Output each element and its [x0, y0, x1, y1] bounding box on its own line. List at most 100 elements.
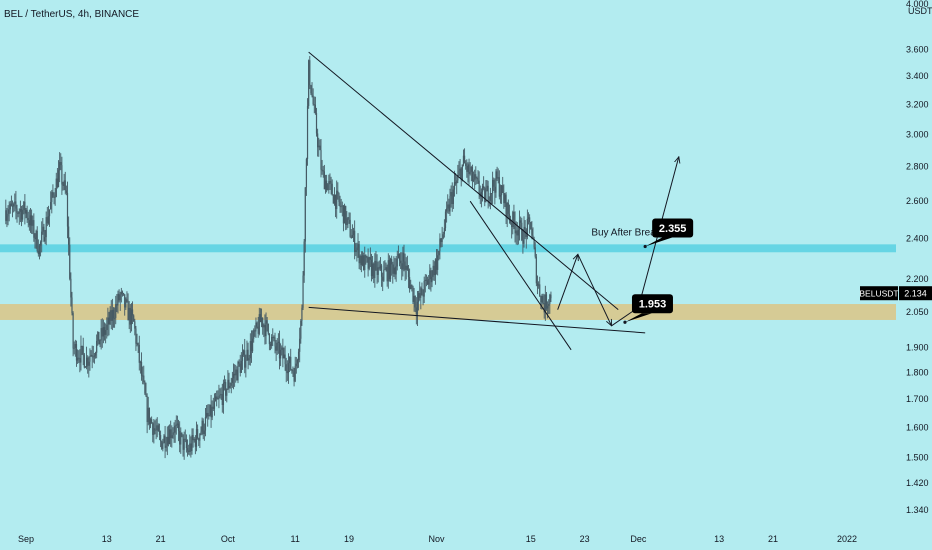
candle-body: [310, 85, 312, 94]
candle-body: [304, 187, 306, 242]
price-callout-anchor: [643, 244, 647, 249]
candle-body: [19, 209, 21, 212]
candle-body: [496, 171, 498, 179]
candle-body: [417, 293, 420, 302]
candle-body: [217, 398, 219, 400]
candle-body: [346, 218, 348, 225]
candle-body: [220, 393, 222, 395]
candle-body: [550, 294, 552, 299]
candle-body: [324, 180, 327, 190]
candle-body: [393, 267, 395, 274]
candle-body: [516, 230, 518, 236]
candle-body: [18, 211, 20, 214]
candle-body: [87, 357, 89, 366]
candle-body: [15, 201, 17, 209]
price-callout-pointer: [624, 313, 652, 323]
candle-body: [48, 209, 51, 217]
candle-body: [145, 393, 147, 397]
candle-body: [465, 163, 467, 166]
price-axis[interactable]: USDT 4.000 3.600 3.400 3.200 3.000 2.800 2.600…: [896, 0, 932, 528]
candle-body: [125, 299, 127, 308]
candle-body: [468, 164, 470, 174]
candle-body: [357, 244, 359, 248]
candle-body: [60, 162, 62, 166]
candle-body: [45, 217, 47, 238]
candle-body: [24, 201, 26, 214]
candle-body: [333, 194, 336, 204]
candle-body: [126, 299, 128, 301]
candle-body: [332, 195, 334, 204]
candle-body: [73, 347, 75, 349]
candle-body: [156, 425, 158, 431]
candle-body: [214, 396, 217, 402]
candle-body: [272, 336, 274, 339]
candle-body: [478, 180, 480, 194]
candle-body: [454, 182, 457, 184]
candle-body: [437, 255, 439, 270]
candle-body: [354, 230, 356, 252]
time-tick-label: 11: [291, 534, 300, 544]
candle-body: [448, 204, 450, 212]
candle-body: [97, 331, 99, 341]
candle-body: [99, 340, 101, 345]
candle-body: [54, 196, 56, 198]
candle-body: [457, 175, 459, 181]
candle-body: [218, 396, 220, 399]
candle-body: [517, 229, 520, 236]
candle-body: [33, 220, 35, 238]
candle-body: [398, 253, 401, 261]
descending-resistance-line: [308, 51, 619, 311]
candle-body: [226, 388, 228, 396]
candle-body: [229, 385, 231, 388]
candle-body: [459, 168, 461, 171]
candle-body: [16, 208, 18, 213]
candle-body: [85, 357, 88, 368]
price-tick-label: 3.200: [906, 99, 929, 109]
candle-body: [193, 438, 195, 441]
candle-body: [50, 201, 52, 210]
candle-body: [384, 269, 386, 271]
candle-body: [280, 349, 282, 359]
candle-body: [385, 267, 387, 270]
candle-body: [236, 369, 238, 381]
candle-body: [375, 260, 377, 263]
candle-body: [258, 314, 260, 334]
candle-body: [116, 304, 118, 306]
candle-body: [70, 278, 72, 298]
candle-body: [256, 322, 258, 327]
candle-body: [540, 295, 542, 303]
candle-body: [173, 432, 175, 434]
candle-body: [9, 203, 11, 210]
time-tick-label: 15: [526, 534, 536, 544]
candle-body: [520, 220, 522, 223]
candle-body: [513, 212, 515, 223]
candle-body: [396, 258, 398, 267]
last-price-box: [899, 286, 932, 301]
candle-body: [6, 216, 8, 221]
candle-body: [327, 184, 329, 191]
candle-body: [171, 435, 173, 439]
time-axis[interactable]: Sep 13 21 Oct 11 19 Nov 15 23 Dec 13 21 2022: [0, 528, 932, 550]
time-tick-label: Oct: [221, 534, 236, 544]
candle-body: [222, 383, 225, 405]
candle-body: [88, 361, 90, 366]
candle-body: [306, 105, 309, 159]
candle-body: [480, 191, 482, 197]
candle-body: [117, 293, 119, 306]
candle-body: [477, 178, 479, 181]
candle-body: [164, 435, 166, 448]
candle-body: [419, 293, 421, 298]
candle-body: [549, 294, 551, 304]
candle-body: [260, 317, 263, 323]
candle-body: [422, 295, 424, 297]
candle-body: [121, 291, 124, 293]
candle-body: [264, 324, 266, 337]
candle-body: [489, 193, 491, 201]
candle-body: [219, 394, 221, 397]
chart-title: BEL / TetherUS, 4h, BINANCE: [4, 9, 139, 20]
candle-body: [35, 230, 37, 240]
candle-body: [52, 192, 54, 195]
candle-body: [328, 181, 330, 185]
